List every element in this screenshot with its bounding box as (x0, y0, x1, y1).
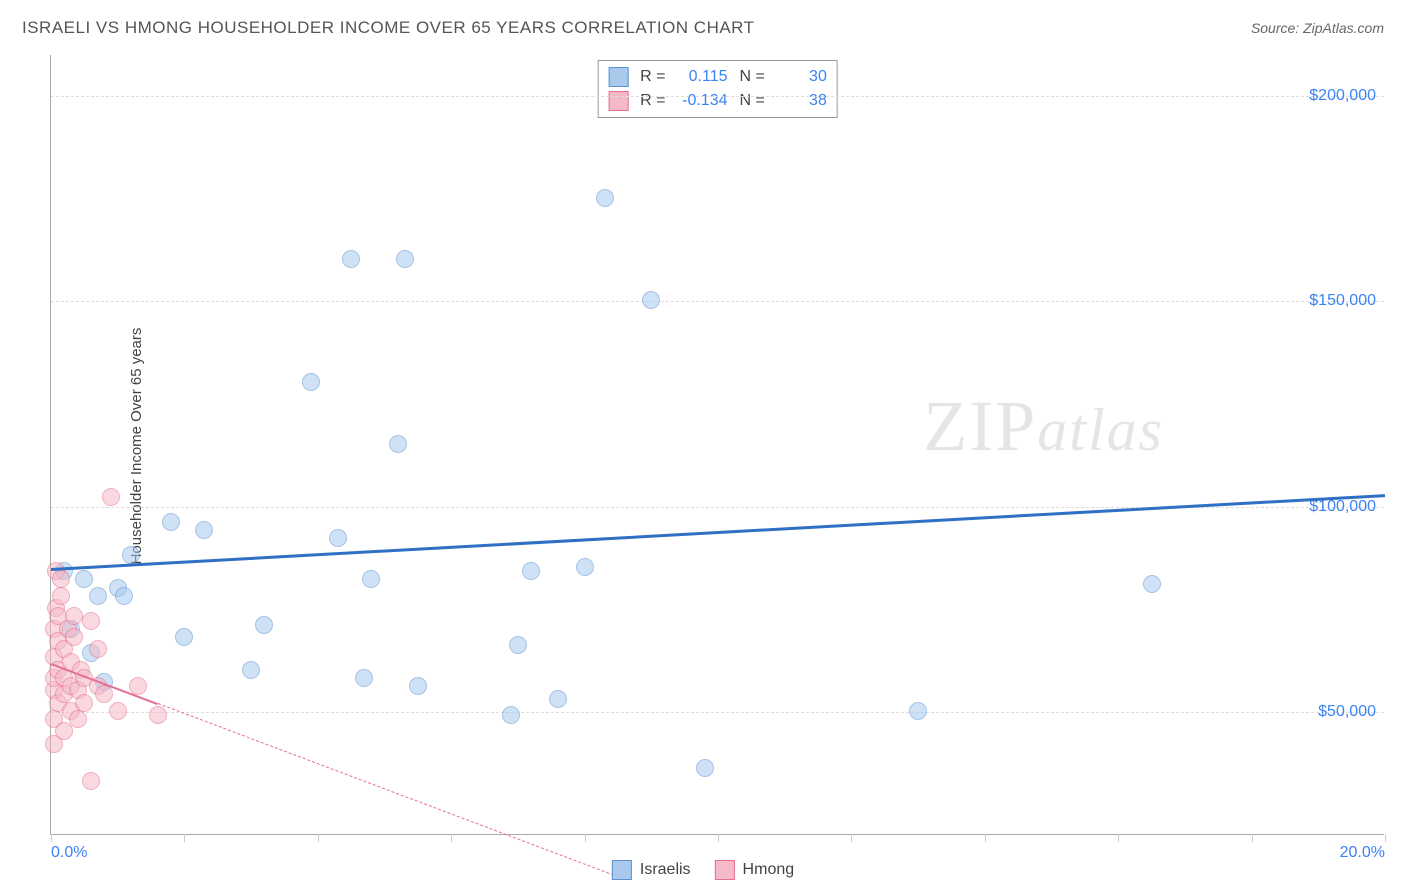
stats-row: R = 0.115 N = 30 (608, 65, 827, 89)
data-point (302, 373, 320, 391)
data-point (82, 612, 100, 630)
n-value: 38 (777, 92, 827, 110)
source-label: Source: ZipAtlas.com (1251, 20, 1384, 36)
data-point (1143, 575, 1161, 593)
legend-swatch (608, 91, 628, 111)
legend-item: Hmong (715, 860, 795, 880)
trend-line (158, 703, 619, 877)
data-point (52, 570, 70, 588)
x-tick (985, 834, 986, 842)
plot-area: ZIPatlas R = 0.115 N = 30 R = -0.134 N = 38 $50… (50, 55, 1384, 835)
y-tick-label: $200,000 (1309, 87, 1376, 105)
legend-item: Israelis (612, 860, 691, 880)
title-bar: ISRAELI VS HMONG HOUSEHOLDER INCOME OVER… (22, 18, 1384, 38)
chart-title: ISRAELI VS HMONG HOUSEHOLDER INCOME OVER… (22, 18, 755, 38)
stats-row: R = -0.134 N = 38 (608, 89, 827, 113)
y-tick-label: $50,000 (1318, 703, 1376, 721)
n-value: 30 (777, 68, 827, 86)
stats-box: R = 0.115 N = 30 R = -0.134 N = 38 (597, 60, 838, 118)
x-tick (851, 834, 852, 842)
x-tick (1385, 834, 1386, 842)
r-label: R = (640, 68, 665, 86)
legend-swatch (608, 67, 628, 87)
r-label: R = (640, 92, 665, 110)
x-tick (1252, 834, 1253, 842)
data-point (149, 706, 167, 724)
data-point (355, 669, 373, 687)
x-tick (718, 834, 719, 842)
watermark-atlas: atlas (1037, 397, 1164, 463)
data-point (52, 587, 70, 605)
data-point (65, 628, 83, 646)
gridline-h (51, 301, 1384, 302)
data-point (909, 702, 927, 720)
data-point (115, 587, 133, 605)
data-point (162, 513, 180, 531)
gridline-h (51, 96, 1384, 97)
gridline-h (51, 712, 1384, 713)
x-tick (318, 834, 319, 842)
r-value: 0.115 (678, 68, 728, 86)
legend-swatch (612, 860, 632, 880)
data-point (522, 562, 540, 580)
data-point (175, 628, 193, 646)
data-point (342, 250, 360, 268)
data-point (75, 694, 93, 712)
x-tick-label: 20.0% (1340, 844, 1385, 862)
data-point (82, 772, 100, 790)
data-point (576, 558, 594, 576)
y-tick-label: $150,000 (1309, 292, 1376, 310)
x-tick (184, 834, 185, 842)
watermark-zip: ZIP (923, 386, 1037, 466)
data-point (89, 587, 107, 605)
data-point (362, 570, 380, 588)
x-tick (451, 834, 452, 842)
watermark: ZIPatlas (923, 385, 1164, 468)
data-point (642, 291, 660, 309)
n-label: N = (740, 92, 765, 110)
bottom-legend: Israelis Hmong (612, 860, 794, 880)
legend-label: Israelis (640, 861, 691, 879)
data-point (65, 607, 83, 625)
data-point (89, 640, 107, 658)
data-point (242, 661, 260, 679)
n-label: N = (740, 68, 765, 86)
data-point (329, 529, 347, 547)
data-point (195, 521, 213, 539)
legend-label: Hmong (743, 861, 795, 879)
data-point (95, 685, 113, 703)
x-tick (1118, 834, 1119, 842)
data-point (75, 570, 93, 588)
data-point (596, 189, 614, 207)
data-point (502, 706, 520, 724)
data-point (509, 636, 527, 654)
data-point (102, 488, 120, 506)
x-tick-label: 0.0% (51, 844, 87, 862)
data-point (409, 677, 427, 695)
x-tick (51, 834, 52, 842)
data-point (549, 690, 567, 708)
data-point (109, 702, 127, 720)
r-value: -0.134 (678, 92, 728, 110)
x-tick (585, 834, 586, 842)
legend-swatch (715, 860, 735, 880)
data-point (396, 250, 414, 268)
data-point (122, 546, 140, 564)
data-point (389, 435, 407, 453)
data-point (255, 616, 273, 634)
data-point (69, 710, 87, 728)
data-point (696, 759, 714, 777)
